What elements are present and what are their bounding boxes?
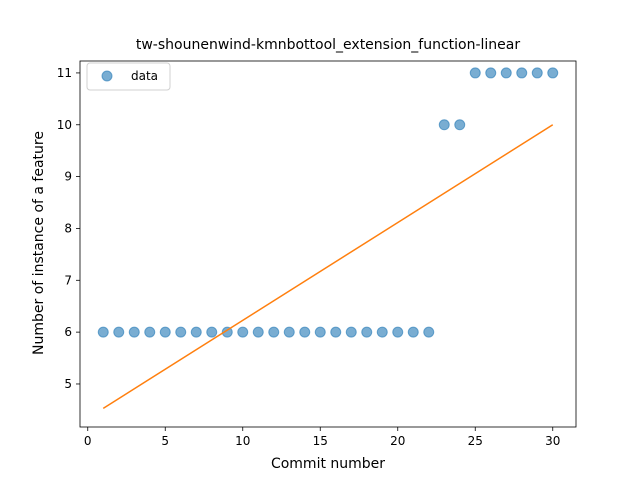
data-point [237, 326, 249, 338]
y-tick-label: 6 [64, 325, 72, 339]
x-tick-label: 5 [161, 434, 169, 448]
legend-label-data: data [131, 69, 158, 83]
data-point [392, 326, 404, 338]
data-point [531, 67, 543, 79]
data-point [500, 67, 512, 79]
data-point [516, 67, 528, 79]
data-point [190, 326, 202, 338]
data-point [407, 326, 419, 338]
data-point [268, 326, 280, 338]
axes: 0 5 10 15 20 25 30 5 6 7 8 9 10 11 [57, 60, 577, 448]
data-point [221, 326, 233, 338]
data-point [97, 326, 109, 338]
y-tick-label: 8 [64, 221, 72, 235]
legend: data [86, 62, 171, 91]
x-tick-label: 0 [84, 434, 92, 448]
x-tick-label: 10 [235, 434, 250, 448]
data-point [423, 326, 435, 338]
data-point [361, 326, 373, 338]
data-point [376, 326, 388, 338]
data-point [438, 119, 450, 131]
plot-area [97, 67, 559, 409]
y-axis-label: Number of instance of a feature [31, 131, 47, 355]
data-point [330, 326, 342, 338]
data-point [283, 326, 295, 338]
data-point [252, 326, 264, 338]
data-point [206, 326, 218, 338]
data-point [469, 67, 481, 79]
y-tick-label: 9 [64, 170, 72, 184]
x-axis-label: Commit number [271, 456, 385, 472]
x-tick-label: 25 [468, 434, 483, 448]
data-point [144, 326, 156, 338]
y-tick-label: 7 [64, 273, 72, 287]
data-point [485, 67, 497, 79]
y-tick-label: 5 [64, 377, 72, 391]
x-tick-label: 30 [545, 434, 560, 448]
data-point [299, 326, 311, 338]
x-tick-label: 15 [313, 434, 328, 448]
fit-line [102, 124, 554, 409]
x-tick-label: 20 [390, 434, 405, 448]
data-point [547, 67, 559, 79]
plot-frame [79, 60, 577, 428]
y-tick-label: 11 [57, 66, 72, 80]
data-point [314, 326, 326, 338]
legend-marker-data [101, 70, 113, 82]
y-tick-label: 10 [57, 118, 72, 132]
data-point [159, 326, 171, 338]
data-point [345, 326, 357, 338]
data-point [113, 326, 125, 338]
legend-box [86, 62, 171, 91]
data-point [175, 326, 187, 338]
chart-title: tw-shounenwind-kmnbottool_extension_func… [136, 37, 521, 53]
data-point [454, 119, 466, 131]
data-point [128, 326, 140, 338]
